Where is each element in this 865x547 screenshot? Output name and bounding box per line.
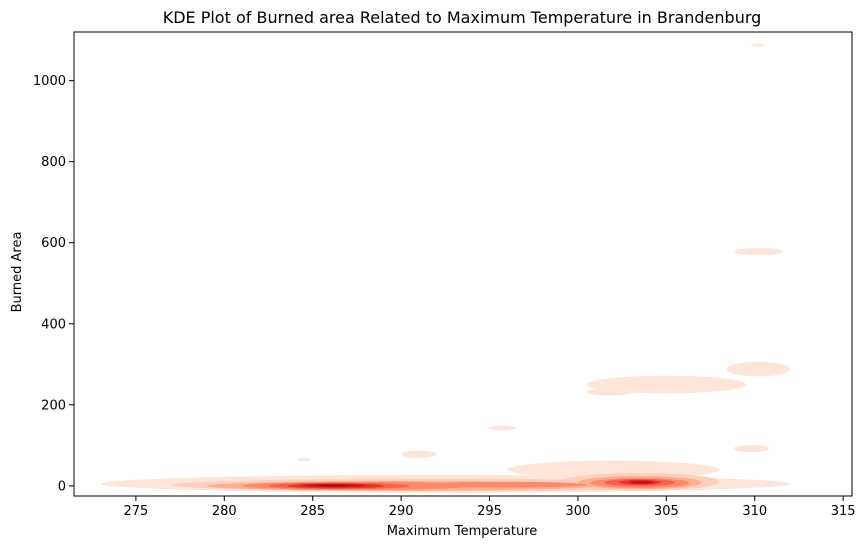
y-tick-label: 400 <box>41 317 66 332</box>
kde-region-level-7 <box>316 484 349 487</box>
kde-region-level-0 <box>586 388 633 396</box>
x-tick-label: 300 <box>566 504 591 519</box>
y-tick-label: 1000 <box>33 74 66 89</box>
x-axis-label: Maximum Temperature <box>387 524 538 539</box>
x-tick-label: 275 <box>123 504 148 519</box>
x-tick-label: 285 <box>300 504 325 519</box>
y-axis-label: Burned Area <box>10 232 25 313</box>
x-tick-label: 280 <box>212 504 237 519</box>
kde-region-level-0 <box>733 444 769 453</box>
kde-region-level-0 <box>751 43 766 47</box>
kde-region-level-0 <box>726 361 791 377</box>
kde-region-level-3 <box>427 481 587 488</box>
y-tick-label: 0 <box>58 479 66 494</box>
y-axis-ticks: 0 200 400 600 800 1000 <box>33 74 74 494</box>
y-tick-label: 200 <box>41 398 66 413</box>
kde-region-level-0 <box>733 247 784 256</box>
x-tick-label: 305 <box>654 504 679 519</box>
x-axis-ticks: 275 280 285 290 295 300 305 310 315 <box>123 496 856 519</box>
kde-region-level-6 <box>629 480 654 484</box>
kde-region-level-0 <box>401 450 437 458</box>
y-tick-label: 600 <box>41 236 66 251</box>
y-tick-label: 800 <box>41 155 66 170</box>
x-tick-label: 295 <box>477 504 502 519</box>
x-tick-label: 315 <box>831 504 856 519</box>
kde-region-level-0 <box>586 375 746 394</box>
kde-density-regions <box>100 43 791 493</box>
plot-frame <box>73 31 853 497</box>
x-tick-label: 310 <box>742 504 767 519</box>
kde-region-level-0 <box>296 457 311 462</box>
chart-title: KDE Plot of Burned area Related to Maxim… <box>163 8 762 27</box>
x-tick-label: 290 <box>389 504 414 519</box>
kde-region-level-0 <box>487 425 517 431</box>
